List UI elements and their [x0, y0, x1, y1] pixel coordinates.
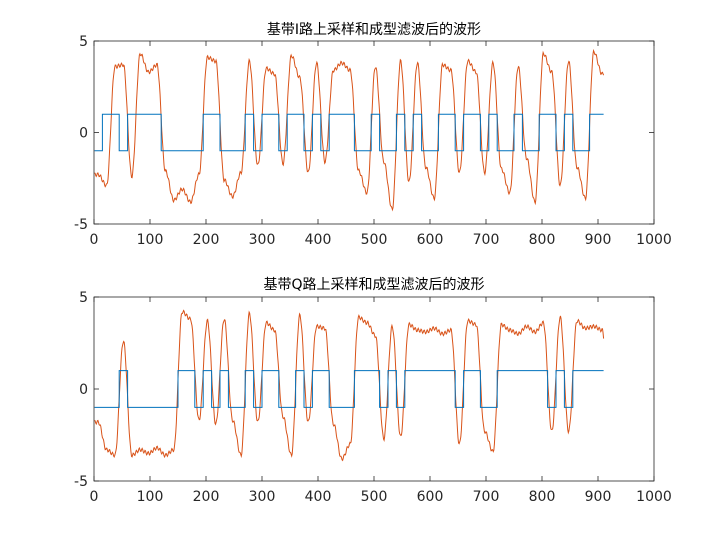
shaped-waveform-line — [94, 309, 605, 462]
x-tick-label: 0 — [90, 232, 99, 248]
x-tick-label: 100 — [137, 489, 164, 505]
chart-title: 基带Q路上采样和成型滤波后的波形 — [263, 276, 484, 293]
y-tick-label: 5 — [79, 290, 88, 306]
x-tick-label: 400 — [305, 232, 332, 248]
x-tick-label: 700 — [473, 232, 500, 248]
x-tick-label: 200 — [193, 232, 220, 248]
chart-title: 基带I路上采样和成型滤波后的波形 — [267, 21, 481, 38]
x-tick-label: 800 — [529, 489, 556, 505]
x-tick-label: 400 — [305, 489, 332, 505]
baseband-square-wave-line — [94, 370, 604, 408]
x-tick-label: 500 — [361, 489, 388, 505]
x-tick-label: 1000 — [636, 232, 672, 248]
x-tick-label: 600 — [417, 489, 444, 505]
y-tick-label: -5 — [74, 474, 88, 490]
y-tick-label: 0 — [79, 126, 88, 142]
y-tick-label: 5 — [79, 34, 88, 50]
x-tick-label: 0 — [90, 489, 99, 505]
y-tick-label: -5 — [74, 217, 88, 233]
baseband-square-wave-line — [94, 113, 604, 152]
x-tick-label: 900 — [585, 232, 612, 248]
x-tick-label: 100 — [137, 232, 164, 248]
x-tick-label: 300 — [249, 232, 276, 248]
y-tick-label: 0 — [79, 382, 88, 398]
x-tick-label: 800 — [529, 232, 556, 248]
x-tick-label: 700 — [473, 489, 500, 505]
chart-i-channel: 基带I路上采样和成型滤波后的波形 0 100 200 300 400 500 600 700 8… — [74, 21, 672, 248]
shaped-waveform-line — [94, 48, 605, 212]
x-tick-label: 300 — [249, 489, 276, 505]
x-tick-label: 500 — [361, 232, 388, 248]
chart-q-channel: 基带Q路上采样和成型滤波后的波形 0 100 200 300 400 500 600 700 8… — [74, 276, 672, 505]
x-tick-label: 900 — [585, 489, 612, 505]
x-tick-label: 1000 — [636, 489, 672, 505]
x-tick-label: 600 — [417, 232, 444, 248]
x-tick-label: 200 — [193, 489, 220, 505]
